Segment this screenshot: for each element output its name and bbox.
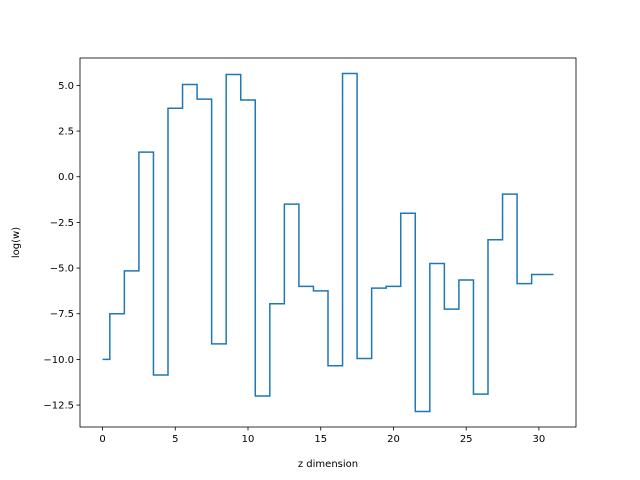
- y-tick-label: −10.0: [43, 355, 74, 366]
- axes-frame: [79, 57, 577, 428]
- y-tick-label: −2.5: [50, 218, 74, 229]
- y-tick-label: 0.0: [58, 172, 74, 183]
- x-tick-label: 20: [387, 434, 400, 445]
- x-tick-label: 0: [99, 434, 105, 445]
- x-axis-label: z dimension: [298, 459, 358, 470]
- y-tick-label: −7.5: [50, 309, 74, 320]
- x-tick-label: 30: [533, 434, 546, 445]
- y-axis-label: log(w): [11, 227, 22, 258]
- x-tick-label: 25: [460, 434, 473, 445]
- series-line-0: [102, 72, 554, 413]
- y-tick-label: −12.5: [43, 401, 74, 412]
- y-tick-label: 2.5: [58, 127, 74, 138]
- plot-area: [102, 72, 554, 413]
- y-tick-label: 5.0: [58, 81, 74, 92]
- y-tick-label: −5.0: [50, 264, 74, 275]
- x-tick-label: 10: [242, 434, 255, 445]
- x-tick-label: 5: [172, 434, 178, 445]
- axis-ticks: 0 5 10 15 20 25 30 5.0 2.5 0.0 −2.5 −5.0 −7.5 −10.0 −1…: [43, 81, 545, 445]
- x-tick-label: 15: [314, 434, 327, 445]
